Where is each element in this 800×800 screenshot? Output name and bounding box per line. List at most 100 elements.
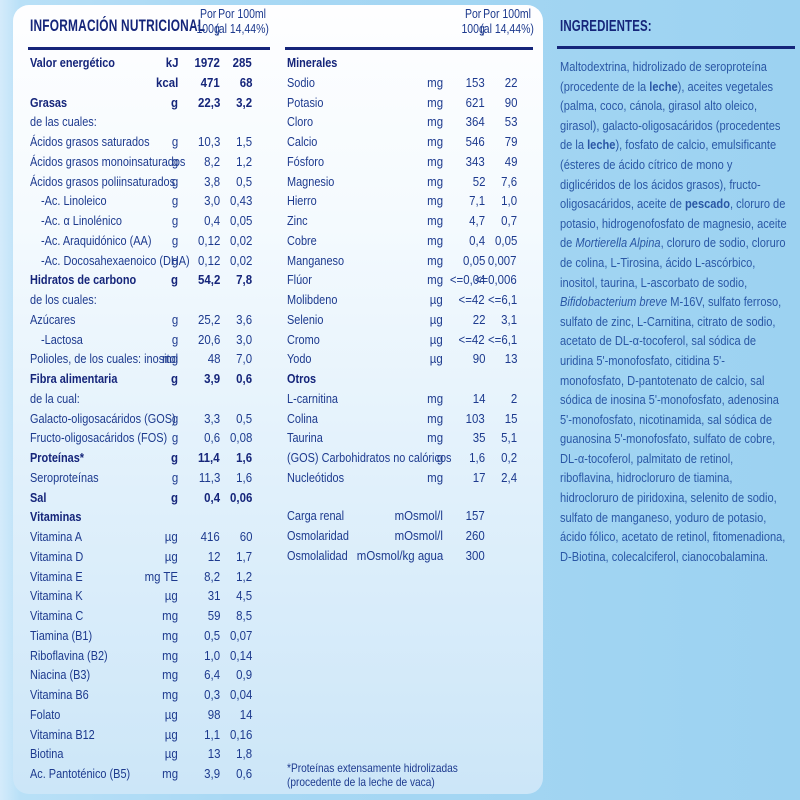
row-value-100g: 3,9 <box>204 371 220 386</box>
row-unit: mg <box>427 213 443 228</box>
row-unit: mg TE <box>144 568 178 584</box>
row-unit: mg <box>427 252 443 268</box>
row-value-100ml: 5,1 <box>501 430 517 446</box>
row-label: Molibdeno <box>287 292 338 307</box>
table-row: Cloro mg 364 53 <box>287 112 517 132</box>
row-value-100ml: 285 <box>232 55 252 70</box>
row-value-100ml: 7,0 <box>236 351 252 367</box>
nutrition-title: INFORMACIÓN NUTRICIONAL <box>30 17 206 35</box>
row-unit: mg <box>162 627 178 643</box>
row-value-100ml: 0,06 <box>229 489 252 505</box>
table-row: Grasas g 22,3 3,2 <box>30 93 252 113</box>
row-value-100g: 0,4 <box>469 232 485 248</box>
row-value-100g: 3,3 <box>204 410 220 426</box>
row-value-100g: <=42 <box>458 292 485 307</box>
column-header-per-100g: Por 100g <box>461 7 485 36</box>
table-row: de las cuales: <box>30 112 252 132</box>
row-unit: mg <box>427 390 443 406</box>
row-label: Riboflavina (B2) <box>30 647 108 663</box>
row-label: Osmolalidad <box>287 547 348 563</box>
table-row: Proteínas* g 11,4 1,6 <box>30 448 252 468</box>
row-value-100ml: <=0,006 <box>475 272 517 288</box>
row-unit: mg <box>427 410 443 426</box>
row-label: -Lactosa <box>41 331 83 347</box>
table-row: Fibra alimentaria g 3,9 0,6 <box>30 369 252 389</box>
row-unit: µg <box>165 746 178 762</box>
row-label: Folato <box>30 706 61 722</box>
column-header-per-100ml: Por 100ml (al 14,44%) <box>480 7 534 36</box>
table-row: Biotina µg 13 1,8 <box>30 744 252 764</box>
table-row: Folato µg 98 14 <box>30 705 252 725</box>
row-value-100ml: <=6,1 <box>487 292 517 307</box>
row-label: Ac. Pantoténico (B5) <box>30 766 131 781</box>
row-value-100g: 10,3 <box>197 134 220 149</box>
row-label: Biotina <box>30 746 64 762</box>
table-row: Potasio mg 621 90 <box>287 93 517 113</box>
row-unit: mg <box>427 173 443 189</box>
row-value-100ml: 14 <box>239 706 252 722</box>
row-value-100ml: 7,6 <box>501 173 517 189</box>
row-value-100g: 4,7 <box>469 213 485 228</box>
row-label: Carga renal <box>287 508 345 523</box>
row-value-100g: <=0,04 <box>449 272 485 288</box>
row-value-100g: 98 <box>207 706 220 722</box>
row-value-100ml: 7,8 <box>236 272 252 288</box>
row-label: Azúcares <box>30 311 76 327</box>
row-label: Hidratos de carbono <box>30 272 137 288</box>
row-value-100g: 48 <box>207 351 220 367</box>
row-value-100ml: 0,007 <box>488 252 517 268</box>
row-unit: mg <box>162 687 178 702</box>
row-label: Potasio <box>287 94 324 110</box>
row-label: Tiamina (B1) <box>30 627 93 643</box>
row-unit: g <box>171 252 178 268</box>
row-label: Magnesio <box>287 173 335 189</box>
table-row: Selenio µg 22 3,1 <box>287 310 517 330</box>
row-label: -Ac. Linoleico <box>41 193 107 209</box>
row-label: -Ac. Docosahexaenoico (DHA) <box>41 252 190 268</box>
ingredient-segment: M-16V, sulfato ferroso, sulfato de zinc,… <box>560 294 786 564</box>
row-unit: mg <box>427 153 443 169</box>
table-row: Magnesio mg 52 7,6 <box>287 172 517 192</box>
table-row: Minerales <box>287 53 517 73</box>
row-value-100ml: 0,6 <box>236 371 252 386</box>
table-row: de la cual: <box>30 389 252 409</box>
column-header-per-100ml: Por 100ml (al 14,44%) <box>215 7 269 36</box>
left-table-rows: Valor energético kJ 1972 285 kcal 471 68 Grasas… <box>30 53 252 784</box>
row-value-100g: 3,9 <box>204 766 220 781</box>
table-row: Vitamina D µg 12 1,7 <box>30 547 252 567</box>
row-value-100g: 621 <box>465 94 485 110</box>
row-label: Proteínas* <box>30 450 85 465</box>
table-row: Ac. Pantoténico (B5) mg 3,9 0,6 <box>30 764 252 784</box>
row-label: de la cual: <box>30 390 80 406</box>
table-row: Hidratos de carbono g 54,2 7,8 <box>30 270 252 290</box>
column-header-per-100g: Por 100g <box>196 7 220 36</box>
row-value-100ml: 0,6 <box>236 766 252 781</box>
row-value-100ml: 3,2 <box>236 94 252 110</box>
ingredient-segment: leche <box>587 137 616 153</box>
row-value-100ml: 1,8 <box>236 746 252 762</box>
row-value-100g: 157 <box>465 508 485 523</box>
row-unit: mg <box>427 469 443 485</box>
row-unit: g <box>171 371 178 386</box>
ingredients-section: INGREDIENTES: Maltodextrina, hidrolizado… <box>557 0 795 800</box>
row-value-100g: <=42 <box>458 331 485 347</box>
row-unit: mOsmol/l <box>394 508 443 523</box>
row-value-100g: 8,2 <box>204 568 220 584</box>
row-unit: µg <box>165 548 178 564</box>
row-unit: g <box>171 489 178 505</box>
table-row: Vitamina B12 µg 1,1 0,16 <box>30 725 252 745</box>
row-unit: µg <box>165 706 178 722</box>
row-unit: kJ <box>165 55 178 70</box>
row-value-100g: 12 <box>207 548 220 564</box>
row-unit: g <box>171 410 178 426</box>
table-row: Osmolalidad mOsmol/kg agua 300 <box>287 546 517 566</box>
row-value-100ml: 0,5 <box>236 410 252 426</box>
row-unit: µg <box>430 311 443 327</box>
row-label: Fructo-oligosacáridos (FOS) <box>30 430 168 446</box>
table-row: Cobre mg 0,4 0,05 <box>287 231 517 251</box>
row-value-100ml: 53 <box>504 114 517 130</box>
row-value-100ml: 4,5 <box>236 588 252 604</box>
ingredients-title: INGREDIENTES: <box>560 18 652 35</box>
row-label: Cloro <box>287 114 314 130</box>
row-value-100g: 25,2 <box>197 311 220 327</box>
